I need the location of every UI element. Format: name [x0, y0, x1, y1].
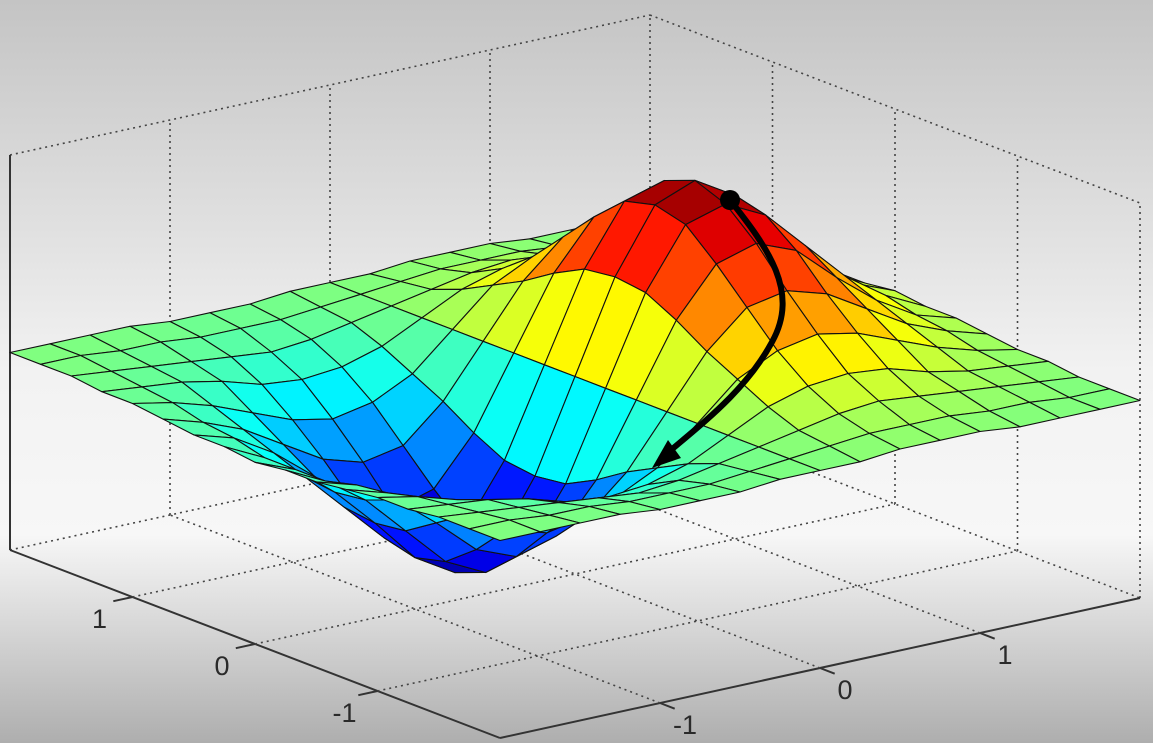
path-arrow [652, 190, 786, 468]
y-tick-label: 1 [92, 604, 107, 634]
y-tick-label: -1 [332, 698, 356, 728]
box-edge [9, 14, 651, 156]
y-tick-label: 0 [214, 651, 229, 681]
x-tick-label: -1 [673, 710, 697, 740]
grid-line [132, 456, 773, 598]
y-tick [113, 596, 133, 603]
arrow-start [720, 190, 740, 210]
grid-line [254, 503, 896, 645]
x-tick-label: 1 [997, 640, 1012, 670]
axes-box: -1 0 1 -1 0 1 [9, 14, 1141, 740]
arrow-head [652, 440, 681, 468]
x-tick [659, 702, 676, 710]
x-tick [819, 667, 836, 675]
x-tick [979, 632, 996, 640]
surface [9, 179, 1141, 574]
box-edge [9, 409, 651, 551]
arrow-path [661, 197, 786, 459]
surface-face [468, 519, 541, 542]
y-tick [235, 643, 256, 650]
grid-line [377, 550, 1018, 692]
y-tick [358, 690, 378, 697]
x-tick-label: 0 [837, 675, 852, 705]
